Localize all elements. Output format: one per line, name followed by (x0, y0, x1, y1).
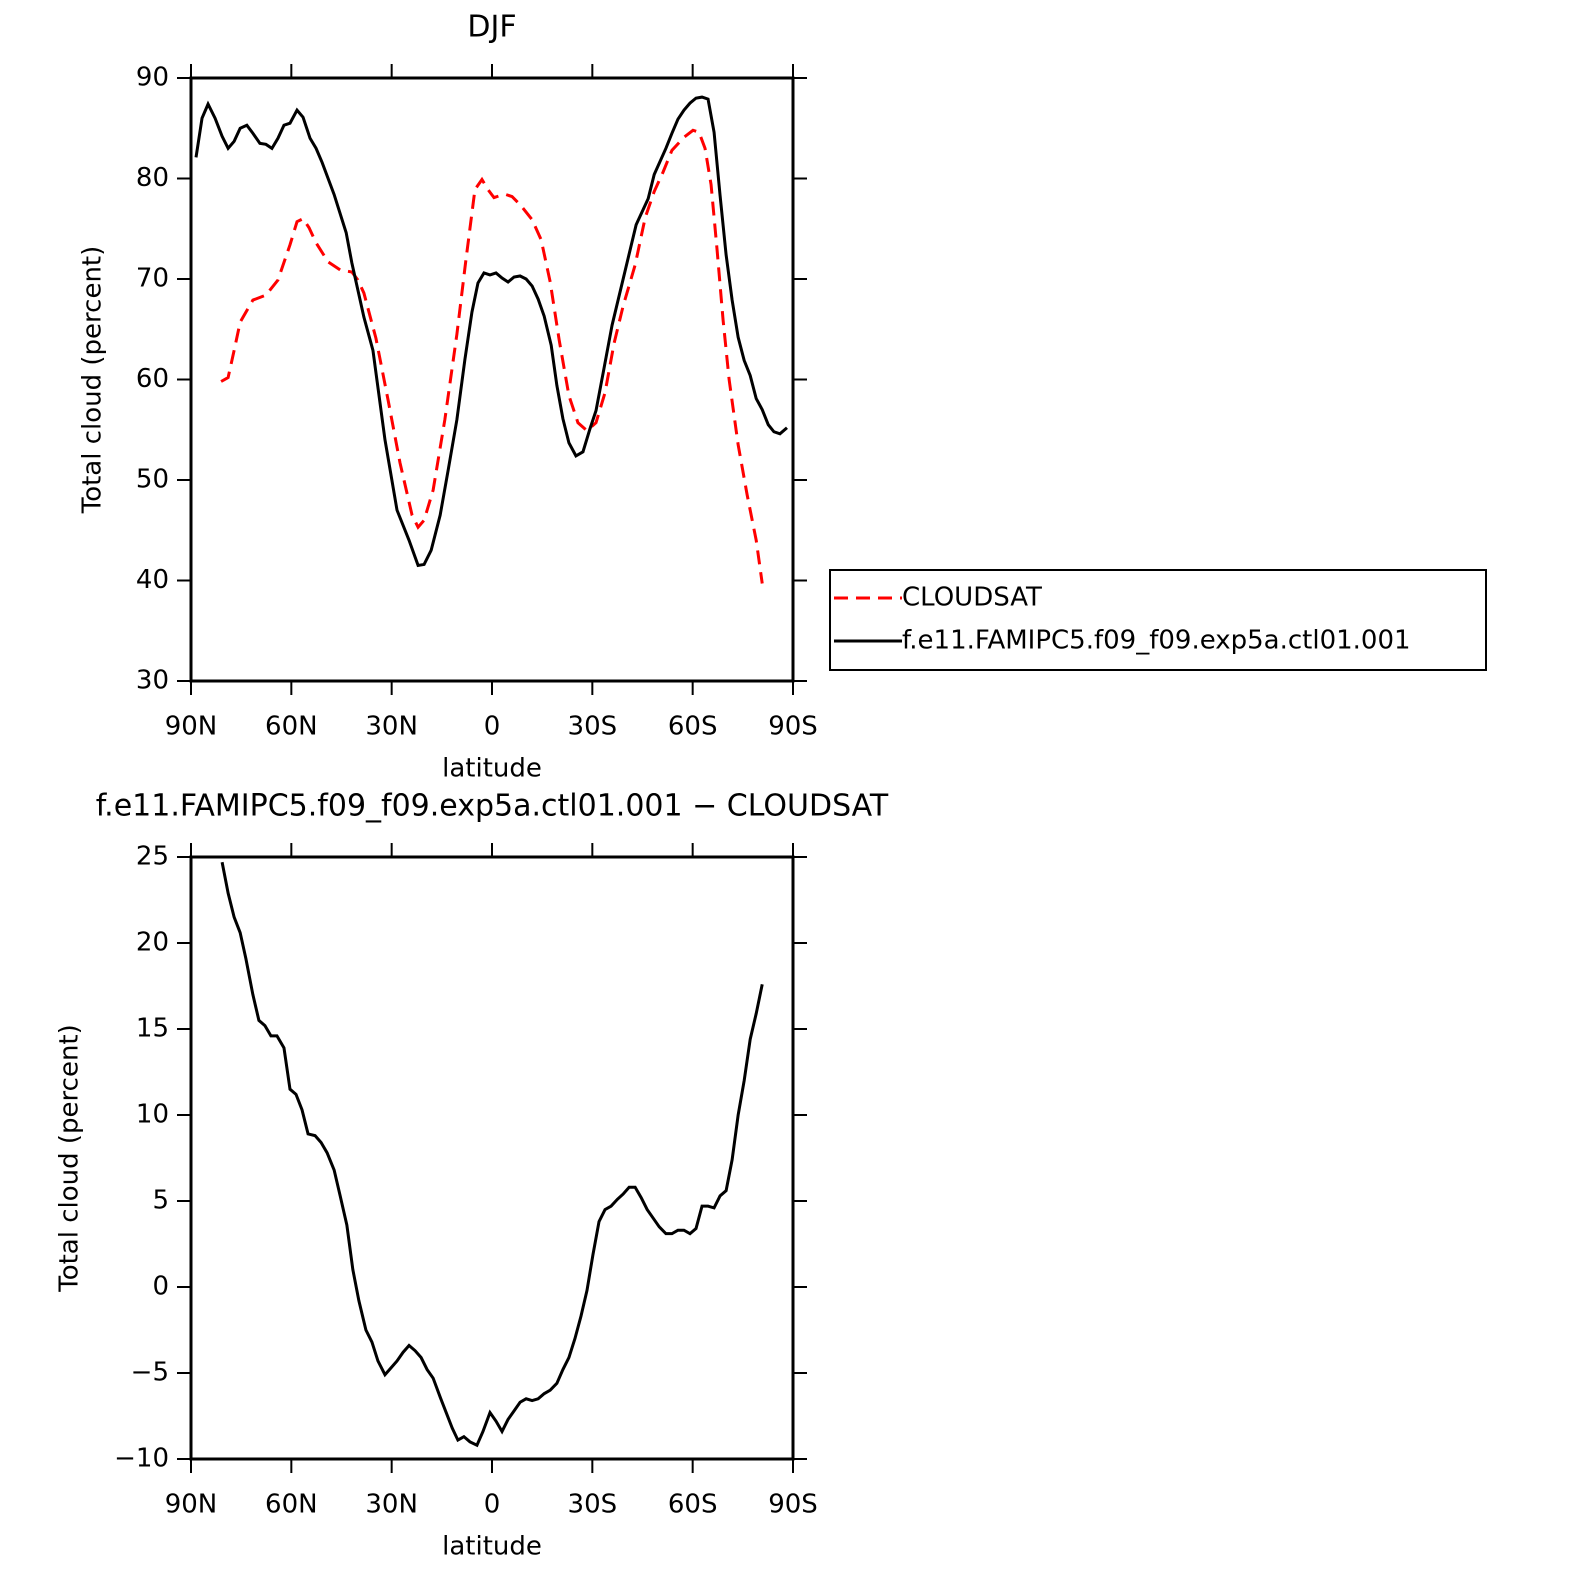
x-tick-label: 0 (484, 712, 501, 742)
series-line (220, 861, 764, 1448)
y-tick-label: 70 (136, 264, 169, 294)
y-tick-label: 0 (152, 1272, 169, 1302)
y-tick-label: −5 (131, 1358, 169, 1388)
x-tick-label: 0 (484, 1490, 501, 1520)
legend-label: f.e11.FAMIPC5.f09_f09.exp5a.ctl01.001 (902, 626, 1411, 656)
series-line (220, 128, 764, 584)
legend-box (829, 569, 1487, 671)
y-tick-label: 10 (136, 1100, 169, 1130)
x-tick-label: 60N (265, 1490, 318, 1520)
x-tick-label: 60S (668, 1490, 718, 1520)
x-tick-label: 30S (568, 712, 618, 742)
y-tick-label: 50 (136, 465, 169, 495)
y-axis-label: Total cloud (percent) (78, 246, 108, 515)
plot-frame (189, 855, 795, 1461)
x-tick-label: 30N (365, 712, 418, 742)
x-tick-label: 90S (768, 712, 818, 742)
legend-label: CLOUDSAT (902, 583, 1042, 613)
y-tick-label: 90 (136, 63, 169, 93)
x-tick-label: 30S (568, 1490, 618, 1520)
x-tick-label: 60S (668, 712, 718, 742)
y-tick-label: 15 (136, 1014, 169, 1044)
plot-frame (189, 76, 795, 683)
series-line (194, 95, 788, 568)
x-axis-label: latitude (442, 1532, 542, 1562)
y-tick-label: 20 (136, 928, 169, 958)
y-axis-label: Total cloud (percent) (55, 1024, 85, 1293)
y-tick-label: 40 (136, 565, 169, 595)
y-tick-label: −10 (114, 1444, 169, 1474)
y-tick-label: 60 (136, 364, 169, 394)
y-tick-label: 25 (136, 842, 169, 872)
x-axis-label: latitude (442, 754, 542, 784)
x-tick-label: 60N (265, 712, 318, 742)
x-tick-label: 90N (165, 712, 218, 742)
chart-title: f.e11.FAMIPC5.f09_f09.exp5a.ctl01.001 − … (96, 789, 889, 824)
y-tick-label: 30 (136, 666, 169, 696)
y-tick-label: 80 (136, 163, 169, 193)
chart-title: DJF (467, 10, 516, 45)
y-tick-label: 5 (152, 1186, 169, 1216)
x-tick-label: 90N (165, 1490, 218, 1520)
x-tick-label: 30N (365, 1490, 418, 1520)
x-tick-label: 90S (768, 1490, 818, 1520)
